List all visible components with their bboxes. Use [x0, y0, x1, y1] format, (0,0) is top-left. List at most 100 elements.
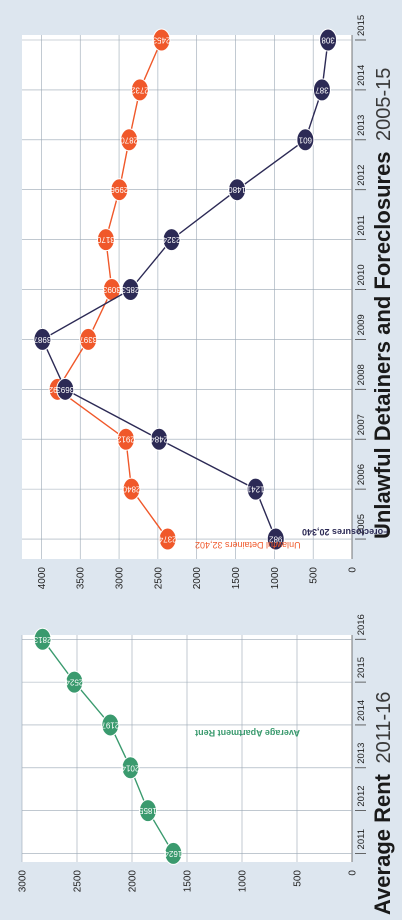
y-tick-label: 2000 — [192, 567, 203, 590]
data-label: 2014 — [121, 763, 139, 772]
y-tick-label: 0 — [348, 567, 359, 573]
data-label: 2197 — [101, 720, 119, 729]
rent-title: Average Rent — [370, 773, 395, 915]
x-tick-label: 2012 — [356, 165, 367, 186]
detainers-x-axis: 2005 2006 2007 2008 2009 2010 2011 2012 2013 2014… — [355, 15, 367, 540]
data-point — [158, 527, 177, 551]
y-tick-label: 1000 — [238, 870, 249, 893]
data-point — [121, 278, 140, 302]
rent-series: 1624 1855 2014 2197 2524 2813 — [33, 627, 183, 865]
data-point — [101, 713, 120, 737]
data-label: 2732 — [130, 85, 148, 94]
detainers-title: Unlawful Detainers and Foreclosures — [370, 151, 395, 539]
data-point — [152, 28, 171, 52]
data-label: 2484 — [150, 435, 168, 444]
x-tick-label: 2012 — [356, 785, 367, 806]
rent-y-axis: 0 500 1000 1500 2000 2500 3000 — [18, 870, 359, 893]
detainers-series-name: Unlawful Detainers 32,402 — [195, 540, 301, 550]
data-point — [130, 78, 149, 102]
x-tick-label: 2008 — [356, 364, 367, 385]
data-point — [110, 178, 129, 202]
x-tick-label: 2011 — [356, 215, 367, 235]
rent-chart-title: Average Rent 2011-16 — [370, 692, 395, 915]
data-label: 982 — [269, 535, 283, 544]
data-point — [138, 799, 157, 823]
data-label: 3170 — [96, 235, 114, 244]
data-point — [116, 427, 135, 451]
data-point — [228, 178, 247, 202]
x-tick-label: 2013 — [356, 743, 367, 764]
y-tick-label: 0 — [348, 870, 359, 876]
y-tick-label: 3500 — [76, 567, 87, 590]
data-label: 2813 — [33, 635, 51, 644]
rent-subtitle: 2011-16 — [373, 692, 395, 764]
data-point — [246, 477, 265, 501]
x-tick-label: 2006 — [356, 464, 367, 485]
x-tick-label: 2005 — [356, 514, 367, 535]
rent-x-axis: 2011 2012 2013 2014 2015 2016 — [355, 614, 367, 854]
y-tick-label: 2500 — [73, 870, 84, 893]
y-tick-label: 1500 — [231, 567, 242, 590]
data-label: 1624 — [164, 849, 182, 858]
y-tick-label: 500 — [293, 870, 304, 887]
y-tick-label: 1500 — [183, 870, 194, 893]
data-point — [312, 78, 331, 102]
detainers-subtitle: 2005-15 — [373, 68, 395, 141]
data-label: 3693 — [56, 385, 74, 394]
x-tick-label: 2009 — [356, 314, 367, 335]
x-tick-label: 2016 — [356, 614, 367, 635]
data-point — [150, 427, 169, 451]
data-point — [33, 627, 52, 651]
data-label: 3397 — [79, 335, 97, 344]
y-tick-label: 500 — [309, 567, 320, 584]
x-tick-label: 2011 — [356, 829, 367, 849]
rent-series-name: Average Apartment Rent — [195, 728, 300, 738]
x-tick-label: 2015 — [356, 657, 367, 678]
data-label: 601 — [298, 135, 312, 144]
data-point — [266, 527, 285, 551]
data-point — [162, 228, 181, 252]
detainers-grid — [22, 35, 353, 559]
data-point — [296, 128, 315, 152]
data-point — [319, 28, 338, 52]
x-tick-label: 2010 — [356, 264, 367, 285]
data-label: 3093 — [102, 285, 120, 294]
y-tick-label: 2000 — [128, 870, 139, 893]
y-tick-label: 3000 — [18, 870, 29, 893]
y-tick-label: 1000 — [270, 567, 281, 590]
x-tick-label: 2014 — [356, 65, 367, 86]
detainers-series: 2374284029123792339730933170299628702732… — [33, 28, 338, 551]
x-tick-label: 2014 — [356, 700, 367, 721]
x-tick-label: 2007 — [356, 414, 367, 435]
data-point — [56, 377, 75, 401]
detainers-chart-title: Unlawful Detainers and Foreclosures 2005… — [370, 68, 395, 539]
data-label: 1241 — [246, 485, 264, 494]
data-point — [65, 670, 84, 694]
data-point — [79, 327, 98, 351]
x-tick-label: 2013 — [356, 115, 367, 136]
foreclosures-series-name: Foreclosures 20,340 — [302, 527, 389, 537]
data-label: 308 — [321, 35, 335, 44]
data-point — [33, 327, 52, 351]
data-point — [122, 477, 141, 501]
data-label: 2374 — [158, 535, 176, 544]
data-label: 2324 — [162, 235, 180, 244]
data-point — [96, 228, 115, 252]
data-point — [120, 128, 139, 152]
y-tick-label: 2500 — [153, 567, 164, 590]
data-label: 2996 — [110, 185, 128, 194]
x-tick-label: 2015 — [356, 15, 367, 36]
data-label: 1480 — [228, 185, 246, 194]
data-point — [164, 841, 183, 865]
data-label: 2524 — [65, 678, 83, 687]
y-tick-label: 3000 — [115, 567, 126, 590]
detainers-y-axis: 0 500 1000 1500 2000 2500 3000 3500 4000 — [37, 567, 359, 590]
data-label: 2870 — [120, 135, 138, 144]
data-label: 1855 — [139, 806, 157, 815]
data-label: 2840 — [122, 485, 140, 494]
